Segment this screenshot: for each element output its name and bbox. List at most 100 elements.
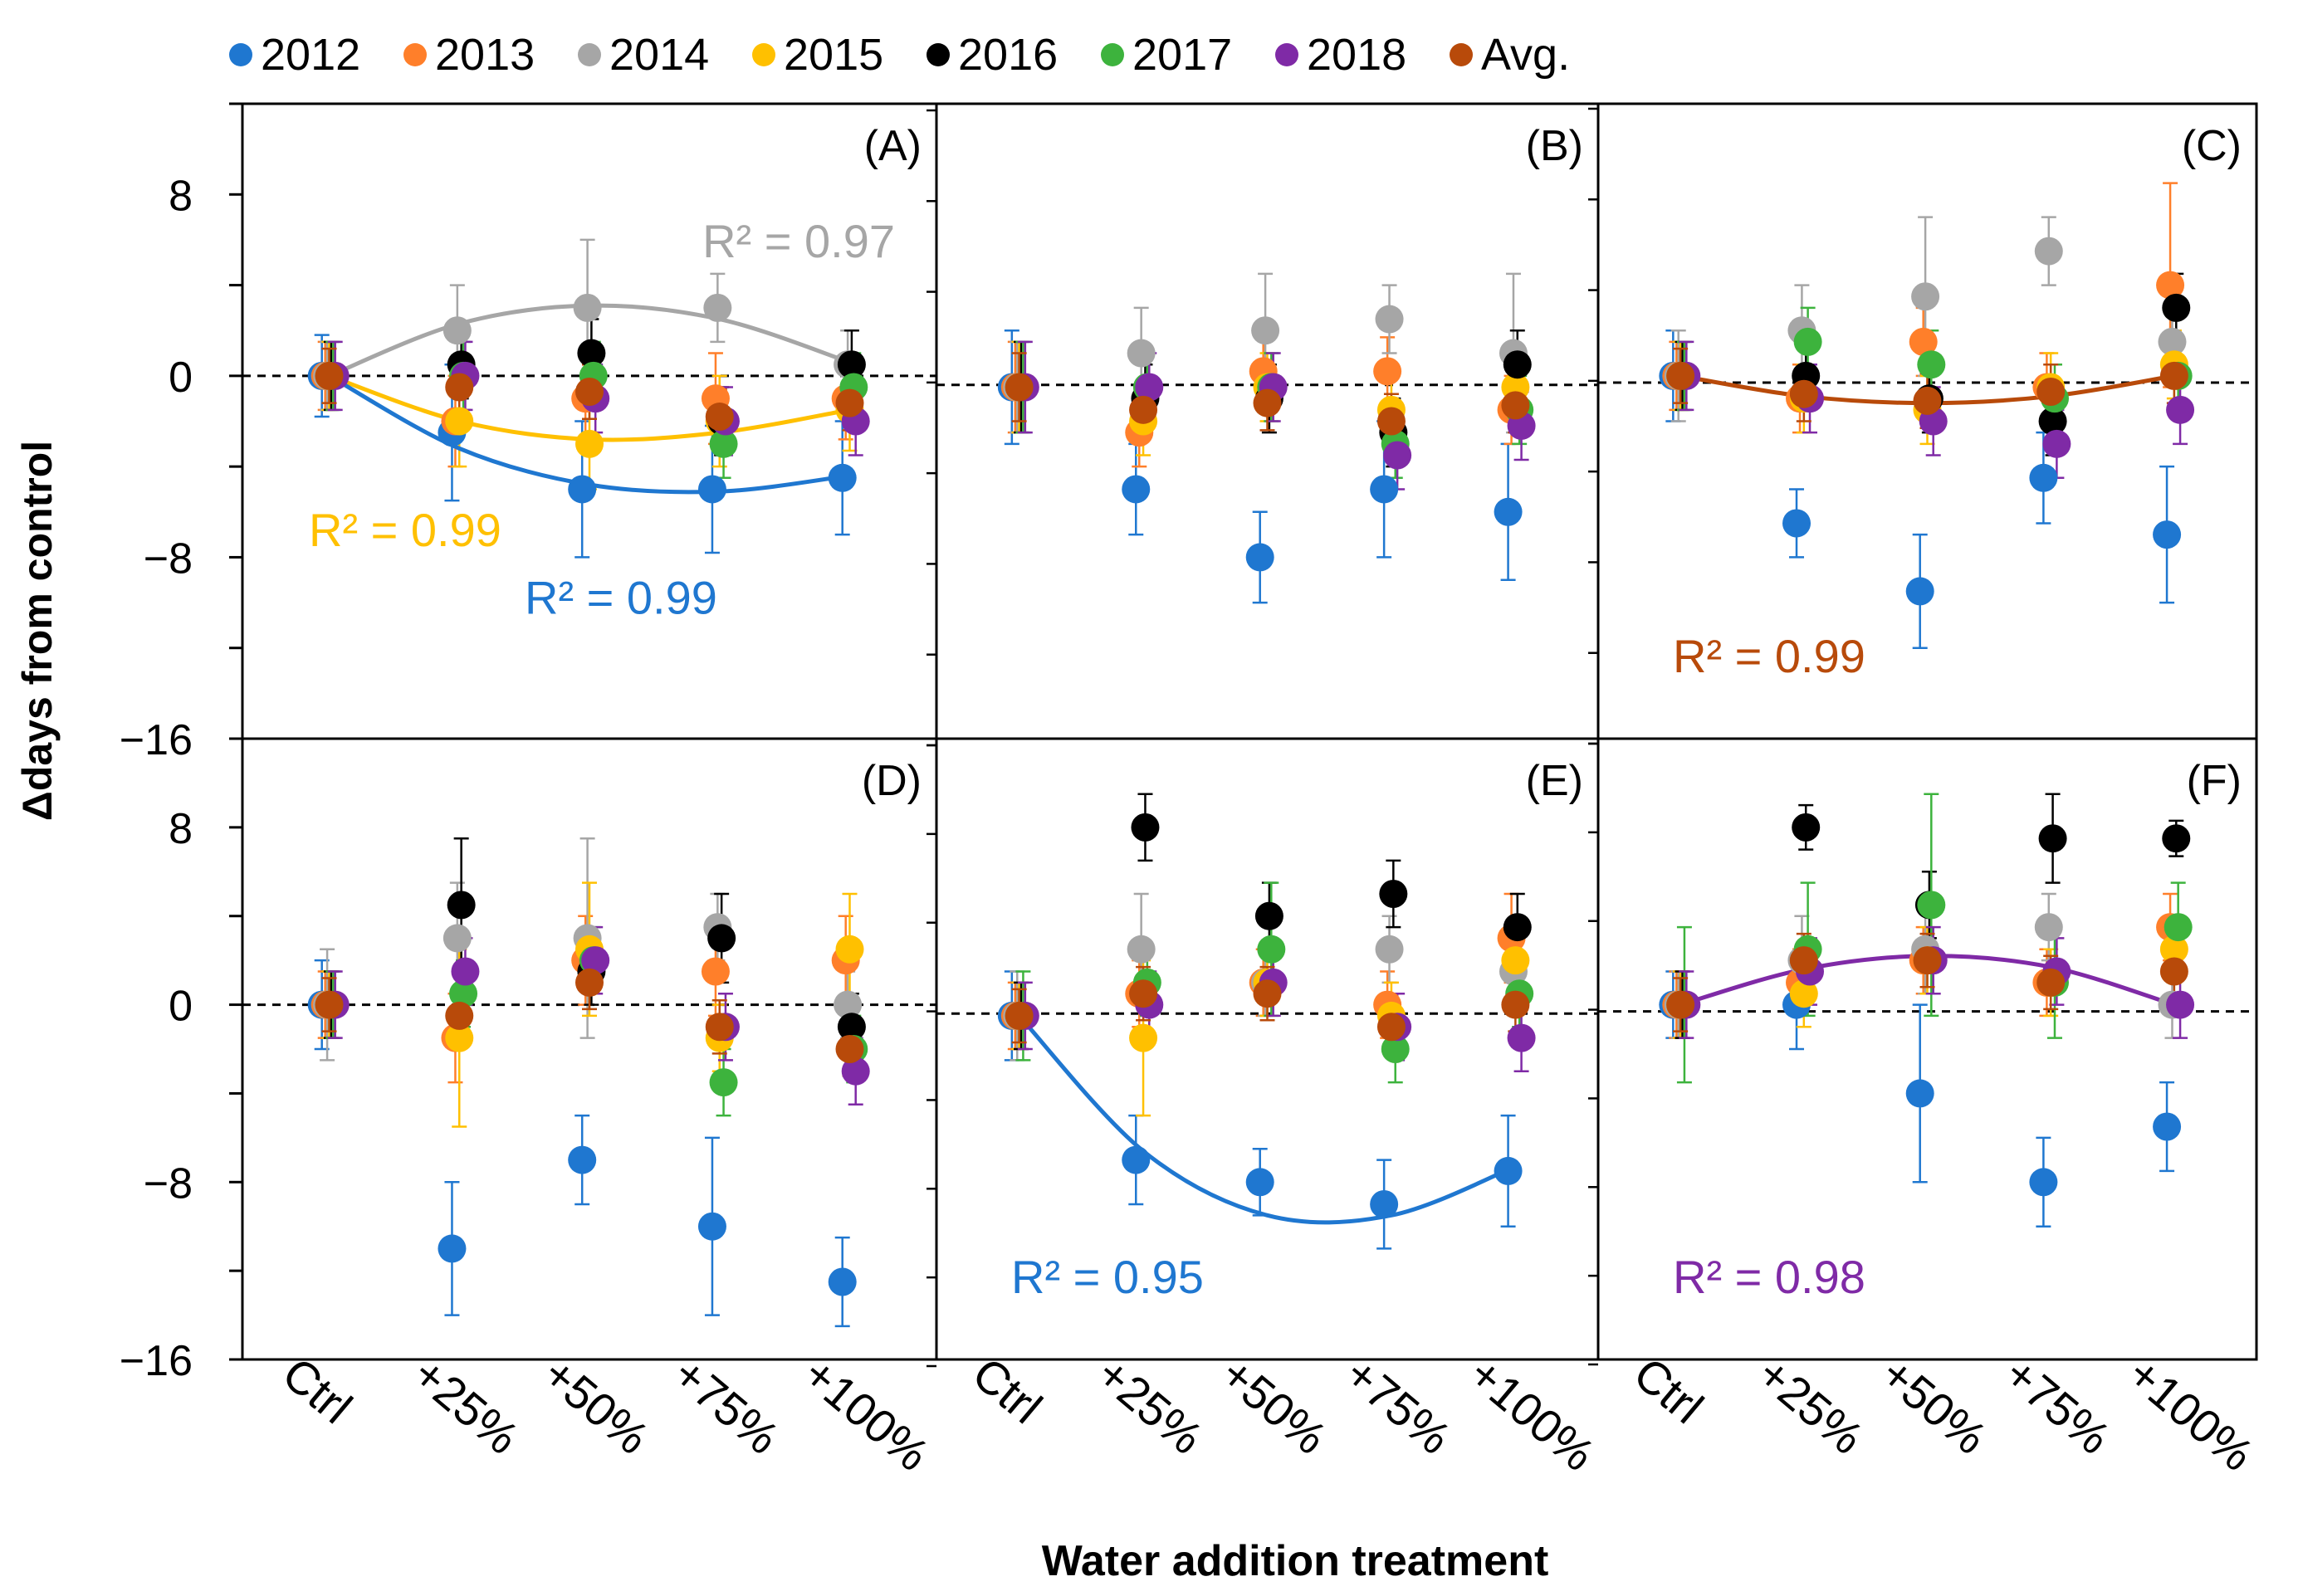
r-squared-label: R² = 0.99: [525, 572, 717, 624]
y-axes: 8 0 −8 −16 8 0 −8 −16: [120, 102, 242, 1385]
data-point-2014: [1251, 316, 1280, 345]
data-point-2013: [2156, 271, 2185, 300]
data-point-2014: [1375, 935, 1404, 964]
data-point-2015: [2159, 935, 2188, 964]
r-squared-label: R² = 0.98: [1673, 1251, 1865, 1303]
legend-marker-2015: [752, 43, 775, 66]
data-point-2018: [2166, 990, 2195, 1019]
data-point-2017: [449, 979, 478, 1008]
legend-marker-2014: [578, 43, 601, 66]
data-point-2013: [1909, 327, 1938, 356]
data-point-2012: [828, 1267, 857, 1296]
data-point-2018: [1383, 441, 1412, 470]
y-tick-label: 8: [169, 172, 193, 220]
legend-label-2014: 2014: [609, 30, 709, 80]
x-tick-label: +50%: [533, 1347, 658, 1464]
legend-label-Avg: Avg.: [1481, 30, 1570, 80]
data-point-Avg: [445, 1001, 474, 1030]
data-point-2014: [1127, 935, 1156, 964]
data-point-Avg: [1129, 395, 1158, 424]
x-tick-label: +25%: [1748, 1347, 1873, 1464]
data-point-2016: [1503, 350, 1532, 379]
legend-label-2016: 2016: [958, 30, 1058, 80]
data-point-2012: [568, 475, 597, 504]
data-point-2017: [1381, 1035, 1410, 1063]
data-point-Avg: [2036, 377, 2066, 406]
data-point-2016: [2038, 407, 2067, 436]
data-point-2012: [1494, 497, 1523, 526]
data-point-2012: [1494, 1156, 1523, 1185]
y-tick-label: −8: [144, 1159, 193, 1208]
x-tick-label: +50%: [1871, 1347, 1997, 1464]
legend-marker-2016: [927, 43, 950, 66]
data-point-2015: [1129, 1023, 1158, 1052]
x-tick-label: +100%: [1459, 1347, 1605, 1481]
data-point-2018: [451, 957, 480, 986]
data-point-2012: [697, 475, 726, 504]
data-point-2016: [577, 339, 606, 368]
data-point-Avg: [1129, 979, 1158, 1008]
data-point-2018: [1507, 1023, 1536, 1052]
data-point-2016: [837, 1013, 866, 1042]
data-point-2015: [445, 407, 474, 436]
data-point-2012: [1370, 1190, 1399, 1218]
data-point-2013: [1373, 357, 1402, 386]
panel-label: (A): [864, 122, 922, 170]
data-point-2012: [2153, 1112, 2182, 1141]
data-point-2016: [1503, 913, 1532, 942]
data-point-Avg: [315, 990, 344, 1019]
y-tick-label: 0: [169, 354, 193, 402]
r-squared-label: R² = 0.99: [309, 504, 501, 556]
data-point-Avg: [1666, 990, 1695, 1019]
data-point-Avg: [2036, 968, 2066, 997]
data-point-Avg: [1913, 946, 1942, 975]
legend-label-2017: 2017: [1132, 30, 1232, 80]
panel-B: (B): [927, 102, 1600, 747]
x-tick-label: +75%: [663, 1347, 789, 1464]
data-point-Avg: [1501, 391, 1530, 420]
panel-C: (C) R² = 0.99: [1588, 102, 2258, 745]
y-tick-label: 8: [169, 805, 193, 853]
data-point-2012: [2153, 520, 2182, 549]
data-point-2017: [1917, 350, 1946, 379]
data-point-Avg: [1501, 990, 1530, 1019]
data-point-2012: [1245, 543, 1274, 572]
panel-label: (F): [2187, 757, 2242, 805]
data-point-2017: [1257, 935, 1286, 964]
panel-label: (C): [2182, 122, 2242, 170]
data-point-2014: [2158, 327, 2187, 356]
data-point-Avg: [705, 1013, 734, 1042]
y-tick-label: −16: [120, 716, 193, 764]
panel-label: (B): [1526, 122, 1583, 170]
data-point-Avg: [2159, 361, 2188, 390]
data-point-2012: [1122, 475, 1151, 504]
panel-frame: [241, 737, 938, 1361]
data-point-2014: [2034, 913, 2063, 942]
data-point-2016: [837, 350, 866, 379]
data-point-2012: [1245, 1168, 1274, 1197]
data-point-Avg: [1253, 388, 1282, 417]
legend-label-2018: 2018: [1307, 30, 1406, 80]
data-point-Avg: [1789, 946, 1818, 975]
panel-A: (A) R² = 0.97 R² = 0.99 R² = 0.99: [241, 102, 938, 740]
data-point-2012: [697, 1212, 726, 1241]
data-point-Avg: [1789, 379, 1818, 408]
r-squared-label: R² = 0.97: [702, 215, 895, 267]
legend-label-2013: 2013: [435, 30, 535, 80]
data-point-2015: [445, 1023, 474, 1052]
legend-marker-2017: [1101, 43, 1124, 66]
data-point-Avg: [445, 373, 474, 402]
data-point-2017: [1793, 327, 1822, 356]
data-point-2012: [568, 1145, 597, 1174]
panel-E: (E) R² = 0.95: [927, 737, 1600, 1368]
data-point-2012: [1370, 475, 1399, 504]
data-point-2018: [2166, 395, 2195, 424]
data-point-2014: [703, 293, 732, 322]
r-squared-label: R² = 0.95: [1011, 1251, 1204, 1303]
data-point-2016: [1379, 880, 1408, 908]
panel-F: (F) R² = 0.98: [1588, 737, 2258, 1366]
data-point-Avg: [1666, 361, 1695, 390]
x-tick-label: +75%: [1335, 1347, 1460, 1464]
data-point-Avg: [2159, 957, 2188, 986]
data-point-2015: [835, 935, 864, 964]
